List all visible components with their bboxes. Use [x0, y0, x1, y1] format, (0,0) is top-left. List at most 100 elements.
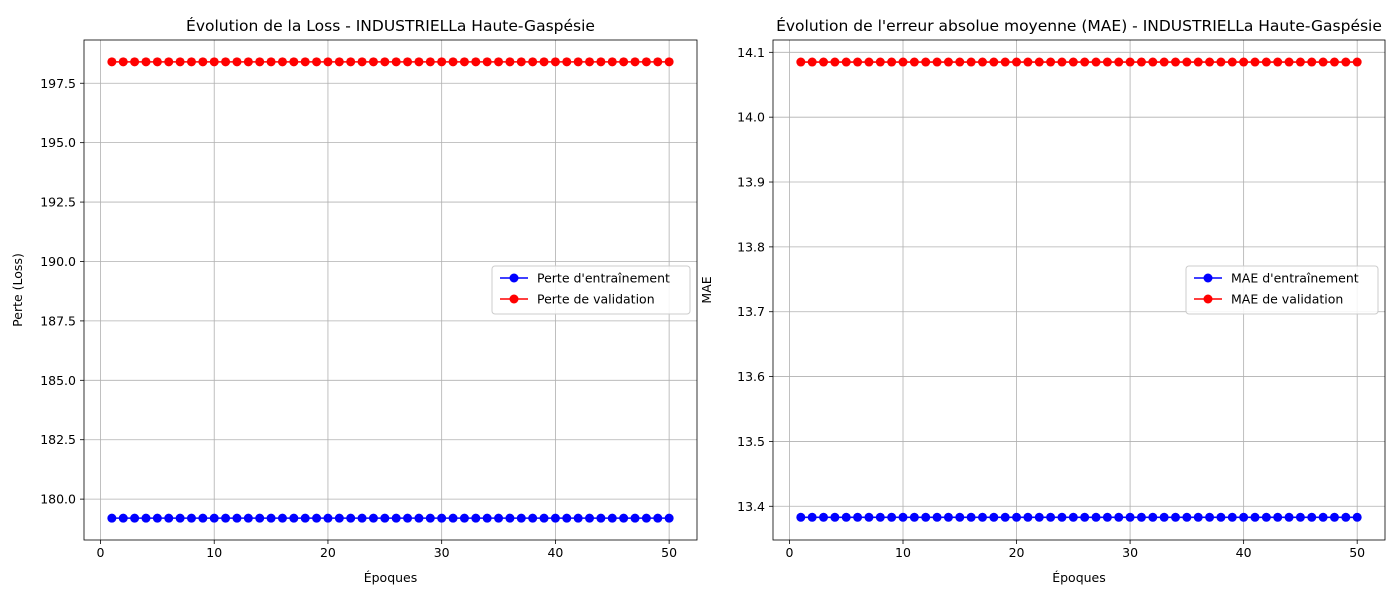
mae-data-point	[1023, 57, 1033, 67]
loss-data-point	[198, 57, 208, 67]
loss-data-point	[630, 513, 640, 523]
mae-data-point	[977, 57, 987, 67]
mae-data-point	[1034, 512, 1044, 522]
loss-data-point	[368, 57, 378, 67]
loss-data-point	[186, 513, 196, 523]
loss-y-tick-label: 185.0	[40, 373, 76, 388]
loss-data-point	[448, 57, 458, 67]
mae-data-point	[1341, 512, 1351, 522]
mae-data-point	[1295, 512, 1305, 522]
mae-data-point	[1329, 57, 1339, 67]
loss-data-point	[277, 513, 287, 523]
loss-data-point	[539, 57, 549, 67]
loss-data-point	[619, 57, 629, 67]
mae-legend-label: MAE d'entraînement	[1231, 271, 1359, 286]
loss-axes-frame	[83, 39, 698, 541]
mae-data-point	[1102, 57, 1112, 67]
loss-data-point	[607, 57, 617, 67]
mae-data-point	[1250, 512, 1260, 522]
loss-data-point	[425, 57, 435, 67]
loss-data-point	[289, 57, 299, 67]
loss-x-tick-label: 20	[320, 545, 336, 560]
mae-data-point	[1148, 57, 1158, 67]
mae-data-point	[1205, 512, 1215, 522]
mae-data-point	[1318, 512, 1328, 522]
loss-data-point	[300, 513, 310, 523]
loss-data-point	[459, 513, 469, 523]
loss-data-point	[243, 513, 253, 523]
loss-y-tick-label: 195.0	[40, 135, 76, 150]
mae-data-point	[1182, 512, 1192, 522]
loss-data-point	[516, 57, 526, 67]
loss-data-point	[482, 513, 492, 523]
loss-data-point	[255, 57, 265, 67]
mae-data-point	[1261, 512, 1271, 522]
mae-data-point	[1227, 512, 1237, 522]
loss-data-point	[346, 57, 356, 67]
mae-data-point	[932, 57, 942, 67]
loss-chart: 0 10 20 30 40 50 180.0 182.5 185.0 187.5 190.0 192.…	[10, 16, 698, 585]
mae-data-point	[898, 57, 908, 67]
mae-data-point	[1068, 512, 1078, 522]
mae-data-point	[989, 512, 999, 522]
loss-legend-label: Perte de validation	[537, 292, 655, 307]
loss-data-point	[562, 57, 572, 67]
mae-data-point	[796, 57, 806, 67]
loss-data-point	[118, 513, 128, 523]
loss-data-point	[175, 57, 185, 67]
mae-data-point	[887, 57, 897, 67]
loss-data-point	[209, 57, 219, 67]
loss-data-point	[232, 57, 242, 67]
loss-x-tick-label: 10	[206, 545, 222, 560]
mae-axes-frame	[772, 39, 1386, 541]
mae-data-point	[1023, 512, 1033, 522]
mae-data-point	[853, 512, 863, 522]
mae-data-point	[1273, 57, 1283, 67]
loss-data-point	[505, 57, 515, 67]
mae-data-point	[1295, 57, 1305, 67]
loss-data-point	[550, 513, 560, 523]
mae-data-point	[1352, 512, 1362, 522]
loss-data-point	[198, 513, 208, 523]
loss-data-point	[300, 57, 310, 67]
mae-chart-title: Évolution de l'erreur absolue moyenne (M…	[776, 16, 1382, 35]
mae-chart: 0 10 20 30 40 50 13.4 13.5 13.6 13.7 13.8 13.9 14.0 1…	[699, 16, 1386, 585]
loss-data-point	[528, 513, 538, 523]
mae-data-point	[1193, 512, 1203, 522]
mae-data-point	[1318, 57, 1328, 67]
mae-y-tick-label: 13.6	[737, 369, 765, 384]
loss-data-point	[334, 513, 344, 523]
loss-data-point	[630, 57, 640, 67]
mae-y-tick-label: 13.4	[737, 499, 765, 514]
loss-series-validation	[107, 57, 674, 67]
mae-data-point	[1012, 57, 1022, 67]
mae-data-point	[909, 57, 919, 67]
loss-y-tick-label: 180.0	[40, 492, 76, 507]
loss-data-point	[107, 513, 117, 523]
mae-data-point	[1057, 512, 1067, 522]
mae-x-tick-label: 10	[895, 545, 911, 560]
loss-legend-label: Perte d'entraînement	[537, 271, 670, 286]
mae-y-tick-label: 13.9	[737, 175, 765, 190]
mae-data-point	[943, 512, 953, 522]
loss-data-point	[312, 57, 322, 67]
loss-legend-marker	[509, 273, 519, 283]
loss-data-point	[471, 57, 481, 67]
mae-data-point	[1239, 57, 1249, 67]
mae-data-point	[1148, 512, 1158, 522]
loss-legend-marker	[509, 294, 519, 304]
loss-data-point	[494, 57, 504, 67]
mae-data-point	[1068, 57, 1078, 67]
loss-data-point	[641, 57, 651, 67]
loss-data-point	[266, 57, 276, 67]
mae-data-point	[1136, 57, 1146, 67]
loss-x-tick-label: 50	[661, 545, 677, 560]
mae-legend-marker	[1203, 294, 1213, 304]
mae-data-point	[841, 512, 851, 522]
mae-data-point	[1012, 512, 1022, 522]
loss-data-point	[334, 57, 344, 67]
loss-data-point	[380, 513, 390, 523]
loss-data-point	[130, 513, 140, 523]
mae-legend: MAE d'entraînement MAE de validation	[1185, 265, 1379, 315]
